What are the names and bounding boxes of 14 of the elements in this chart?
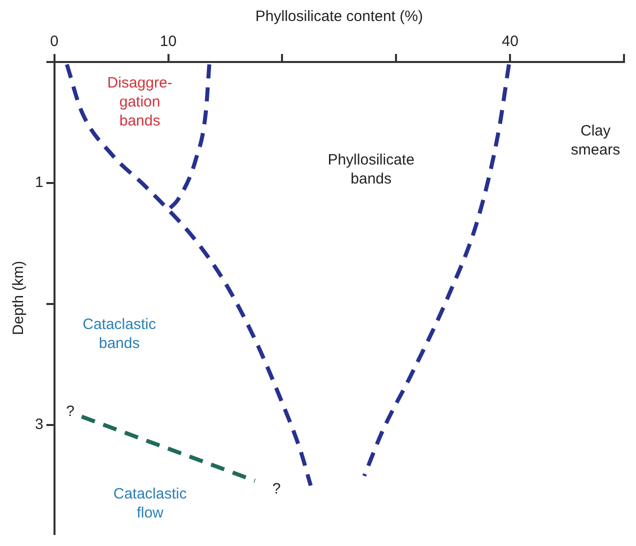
x-axis-title: Phyllosilicate content (%) [255,8,423,26]
y-tick-label: 3 [35,416,44,434]
annotation: Cataclastic bands [82,316,156,352]
annotation: ? [66,402,74,420]
y-tick-label: 1 [35,174,44,192]
annotation: ? [272,480,281,498]
x-tick-label: 0 [50,33,59,50]
x-tick-label: 40 [502,33,518,50]
y-axis-title: Depth (km) [10,260,28,336]
annotation: Disaggre- gation bands [107,74,172,130]
annotation: Clay smears [570,122,620,158]
annotation: Phyllosilicate bands [328,151,414,188]
annotation: Cataclastic flow [113,485,188,522]
x-tick-label: 10 [160,33,177,50]
